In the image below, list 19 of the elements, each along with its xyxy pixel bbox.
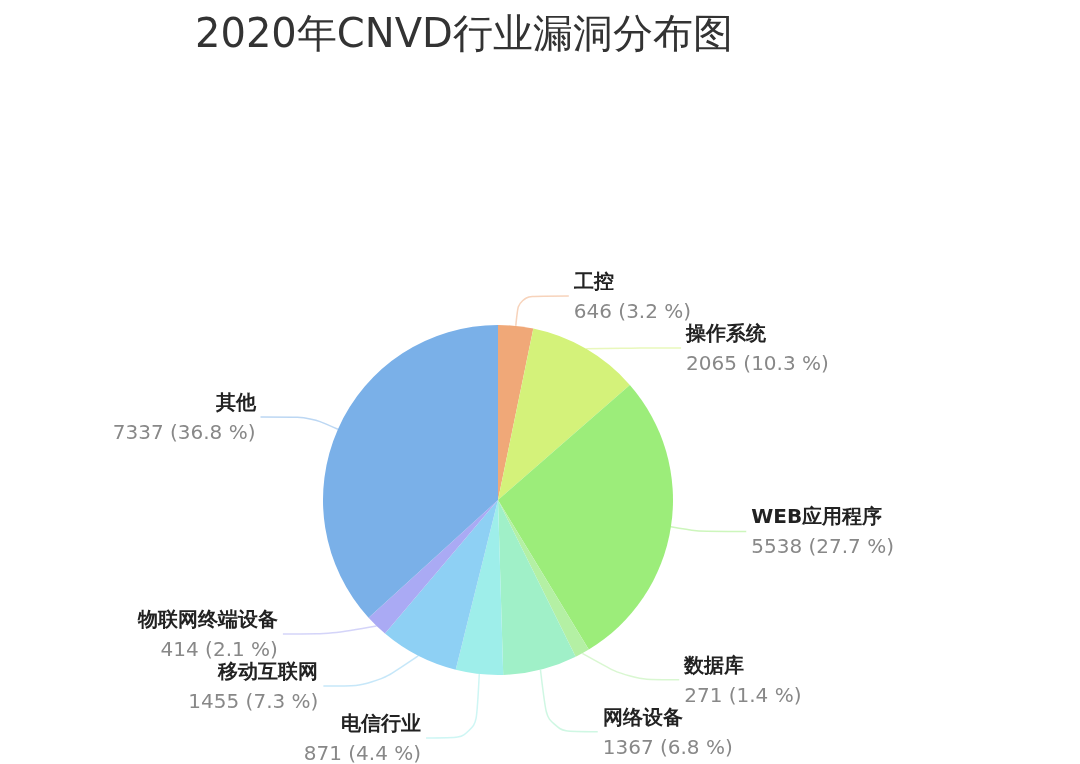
slice-label: 电信行业 (341, 711, 422, 735)
slice-label: 其他 (214, 390, 257, 415)
data-label: 2065 (10.3 %) (686, 351, 829, 376)
data-label: 646 (3.2 %) (573, 299, 692, 324)
data-label: 414 (2.1 %) (160, 637, 278, 661)
slice-label: 物联网终端设备 (136, 607, 278, 631)
slice-label: WEB应用程序 (751, 504, 883, 529)
data-label: 7337 (36.8 %) (112, 420, 256, 445)
data-label: 5538 (27.7 %) (751, 534, 895, 559)
slice-label: 操作系统 (685, 321, 768, 346)
data-label: 1367 (6.8 %) (602, 734, 733, 759)
data-label: 1455 (7.3 %) (188, 689, 319, 713)
slice-label: 网络设备 (602, 704, 683, 729)
slice-label: 数据库 (683, 652, 745, 677)
chart-title: 2020年CNVD行业漏洞分布图 (195, 10, 733, 56)
slice-label: 移动互联网 (217, 659, 319, 683)
slice-label: 工控 (572, 269, 614, 294)
data-label: 271 (1.4 %) (684, 682, 802, 707)
data-label: 871 (4.4 %) (303, 741, 422, 764)
